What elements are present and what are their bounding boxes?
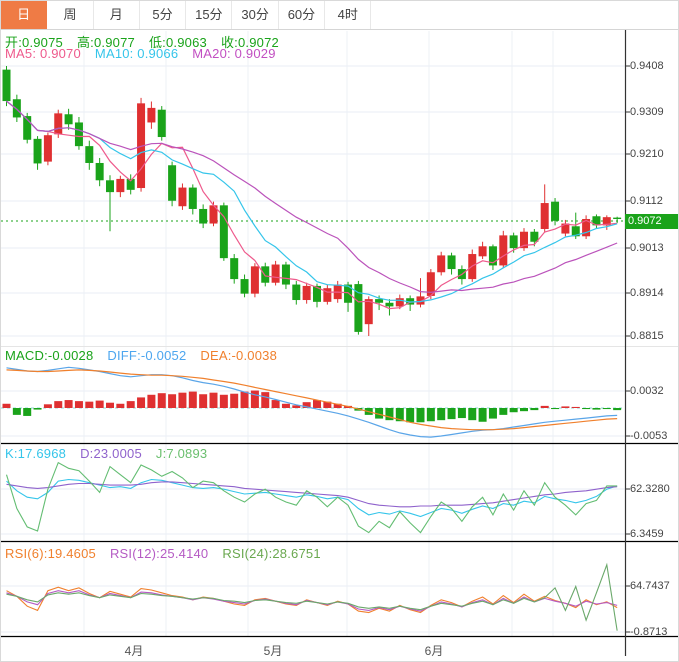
tab-月[interactable]: 月: [94, 1, 140, 29]
price-axis-tick: 0.9408: [630, 60, 664, 72]
macd-value: DIFF:-0.0052: [107, 348, 187, 363]
price-axis-tick: 0.9112: [630, 195, 663, 207]
month-label-4月: 4月: [124, 644, 144, 658]
tab-bar-filler: [371, 1, 678, 29]
macd-axis-tick: -0.0053: [630, 430, 668, 442]
month-label-6月: 6月: [424, 644, 444, 658]
tab-15分[interactable]: 15分: [186, 1, 233, 29]
ohlc-value: 开:0.9075: [5, 35, 63, 50]
ma-value: MA10: 0.9066: [94, 46, 179, 61]
ma-legend: MA5: 0.9070 MA10: 0.9066 MA20: 0.9029: [5, 46, 290, 61]
rsi-value: RSI(12):25.4140: [109, 546, 209, 561]
rsi-axis-tick: -0.8713: [630, 626, 668, 638]
kdj-value: J:7.0893: [155, 446, 208, 461]
macd-value: DEA:-0.0038: [200, 348, 278, 363]
ohlc-value: 收:0.9072: [220, 35, 279, 50]
price-axis-tick: 0.8914: [630, 287, 664, 299]
rsi-value: RSI(24):28.6751: [222, 546, 321, 561]
ma-value: MA5: 0.9070: [5, 46, 81, 61]
month-label-5月: 5月: [263, 644, 283, 658]
kdj-axis-tick: 62.3280: [630, 483, 670, 495]
tab-30分[interactable]: 30分: [232, 1, 279, 29]
rsi-legend: RSI(6):19.4605 RSI(12):25.4140 RSI(24):28.…: [5, 546, 335, 561]
tab-5分[interactable]: 5分: [140, 1, 187, 29]
ma-value: MA20: 0.9029: [192, 46, 276, 61]
price-axis-tick: 0.9309: [630, 106, 664, 118]
kdj-value: D:23.0005: [80, 446, 142, 461]
tab-周[interactable]: 周: [47, 1, 94, 29]
tab-60分[interactable]: 60分: [279, 1, 326, 29]
rsi-value: RSI(6):19.4605: [5, 546, 96, 561]
tab-日[interactable]: 日: [1, 1, 48, 29]
ohlc-legend: 开:0.9075 高:0.9077 低:0.9063 收:0.9072: [5, 32, 293, 51]
kdj-value: K:17.6968: [5, 446, 67, 461]
ohlc-value: 低:0.9063: [148, 35, 207, 50]
price-axis-tick: 0.8815: [630, 330, 664, 342]
tab-4时[interactable]: 4时: [325, 1, 372, 29]
rsi-axis-tick: 64.7437: [630, 580, 670, 592]
macd-legend: MACD:-0.0028 DIFF:-0.0052 DEA:-0.0038: [5, 348, 291, 363]
macd-value: MACD:-0.0028: [5, 348, 94, 363]
kdj-axis-tick: 6.3459: [630, 528, 664, 540]
ohlc-value: 高:0.9077: [76, 35, 135, 50]
period-tab-bar: 日周月 5分 15分 30分 60分 4时: [1, 1, 678, 30]
kdj-legend: K:17.6968 D:23.0005 J:7.0893: [5, 446, 221, 461]
macd-axis-tick: 0.0032: [630, 385, 664, 397]
price-axis-tick: 0.9013: [630, 242, 664, 254]
current-price-badge: 0.9072: [625, 214, 678, 229]
price-axis-tick: 0.9210: [630, 148, 664, 160]
